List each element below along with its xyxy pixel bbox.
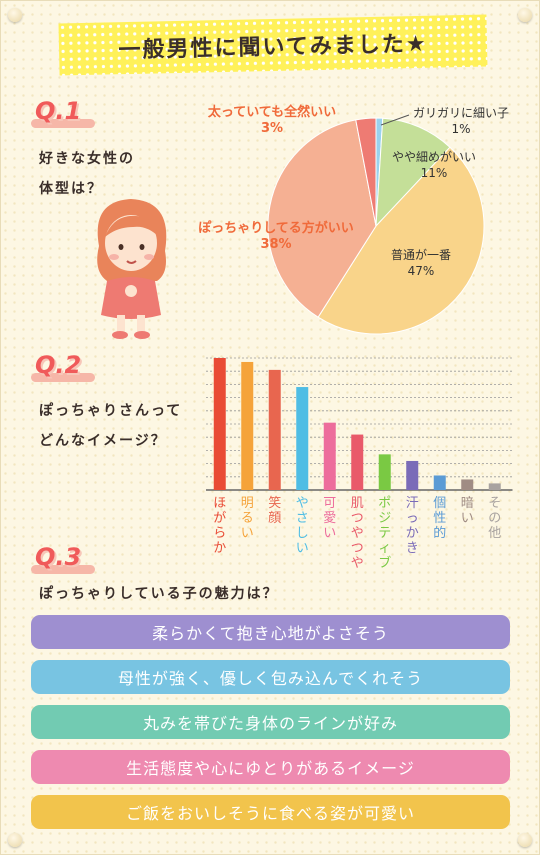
q2-question-line2: どんなイメージ？ — [39, 433, 167, 449]
q2-question-line1: ぽっちゃりさんって — [39, 403, 183, 419]
pie-label-slice-0: ガリガリに細い子 1% — [401, 105, 521, 137]
q1-question: 好きな女性の 体型は？ — [39, 144, 135, 204]
pie-slice-2-name: 普通が一番 — [390, 248, 451, 262]
bar-category-label-8: 個性的 — [433, 496, 447, 541]
q3-label: Q.3 — [35, 543, 82, 571]
bar-chart — [206, 357, 513, 491]
pie-slice-2-value: 47% — [407, 264, 435, 278]
bar-category-label-2: 笑顔 — [268, 496, 282, 526]
pie-leader-line — [380, 114, 410, 126]
bar-category-label-3: やさしい — [295, 496, 309, 556]
bar-7 — [406, 460, 419, 490]
answer-bar-4: 生活態度や心にゆとりがあるイメージ — [31, 750, 510, 784]
q2-question: ぽっちゃりさんって どんなイメージ？ — [39, 396, 182, 456]
pin-bottom-right — [518, 833, 532, 847]
pin-top-right — [518, 8, 532, 22]
pie-slice-0-value: 1% — [451, 122, 471, 136]
bar-10 — [488, 483, 501, 490]
bar-category-label-4: 可愛い — [323, 496, 337, 541]
bar-2 — [268, 369, 281, 490]
pie-slice-3-value: 38% — [260, 237, 292, 252]
pie-label-slice-4: 太っていても全然いい 3% — [197, 105, 347, 137]
answer-text-5: ご飯をおいしそうに食べる姿が可愛い — [125, 804, 415, 823]
answer-text-2: 母性が強く、優しく包み込んでくれそう — [117, 669, 424, 688]
bar-category-label-10: その他 — [488, 496, 502, 541]
bar-category-label-6: ポジティブ — [378, 496, 392, 571]
title-banner: 一般男性に聞いてみました★ — [58, 14, 488, 76]
answer-text-1: 柔らかくて抱き心地がよさそう — [152, 624, 389, 643]
pie-slice-1 — [375, 117, 451, 228]
bar-6 — [378, 454, 391, 490]
q1-underline — [31, 119, 95, 128]
bar-0 — [213, 358, 226, 490]
q2-label: Q.2 — [35, 351, 82, 379]
bar-category-label-9: 暗い — [460, 496, 474, 526]
bar-category-label-1: 明るい — [240, 496, 254, 541]
q2-underline — [31, 373, 95, 382]
pie-label-slice-2: 普通が一番 47% — [371, 247, 471, 279]
bar-category-label-7: 汗っかき — [405, 496, 419, 556]
bar-5 — [351, 434, 364, 490]
bar-3 — [296, 387, 309, 490]
bar-1 — [241, 361, 254, 490]
pin-bottom-left — [8, 833, 22, 847]
pie-label-slice-3: ぽっちゃりしてる方がいい 38% — [191, 221, 361, 253]
bar-category-label-5: 肌つやつや — [350, 496, 364, 571]
pie-chart — [267, 117, 485, 335]
pie-label-slice-1: やや細めがいい 11% — [379, 149, 489, 181]
pie-slice-1-value: 11% — [420, 166, 448, 180]
pie-slice-2 — [317, 146, 485, 335]
pin-top-left — [8, 8, 22, 22]
answer-bar-3: 丸みを帯びた身体のラインが好み — [31, 705, 510, 739]
answer-text-3: 丸みを帯びた身体のラインが好み — [142, 714, 398, 733]
q1-label: Q.1 — [35, 97, 82, 125]
pie-slice-1-name: やや細めがいい — [391, 150, 476, 164]
pie-slice-3-name: ぽっちゃりしてる方がいい — [198, 221, 354, 236]
q1-question-line1: 好きな女性の — [39, 151, 135, 167]
pie-slice-0-name: ガリガリに細い子 — [412, 106, 509, 120]
pie-slice-4 — [355, 117, 377, 227]
page-title: 一般男性に聞いてみました★ — [118, 31, 428, 64]
answer-text-4: 生活態度や心にゆとりがあるイメージ — [126, 759, 415, 778]
girl-illustration — [97, 199, 167, 339]
bar-8 — [433, 475, 446, 490]
pie-slice-3 — [267, 119, 377, 318]
q1-question-line2: 体型は？ — [39, 181, 103, 197]
answer-bar-2: 母性が強く、優しく包み込んでくれそう — [31, 660, 510, 694]
q3-question: ぽっちゃりしている子の魅力は？ — [39, 586, 279, 602]
q3-underline — [31, 565, 95, 574]
pie-slice-4-value: 3% — [260, 121, 284, 136]
bar-9 — [461, 479, 474, 490]
answer-bar-5: ご飯をおいしそうに食べる姿が可愛い — [31, 795, 510, 829]
bar-category-label-0: ほがらか — [213, 496, 227, 556]
bar-4 — [323, 422, 336, 490]
pie-slice-4-name: 太っていても全然いい — [207, 105, 337, 120]
answer-bar-1: 柔らかくて抱き心地がよさそう — [31, 615, 510, 649]
